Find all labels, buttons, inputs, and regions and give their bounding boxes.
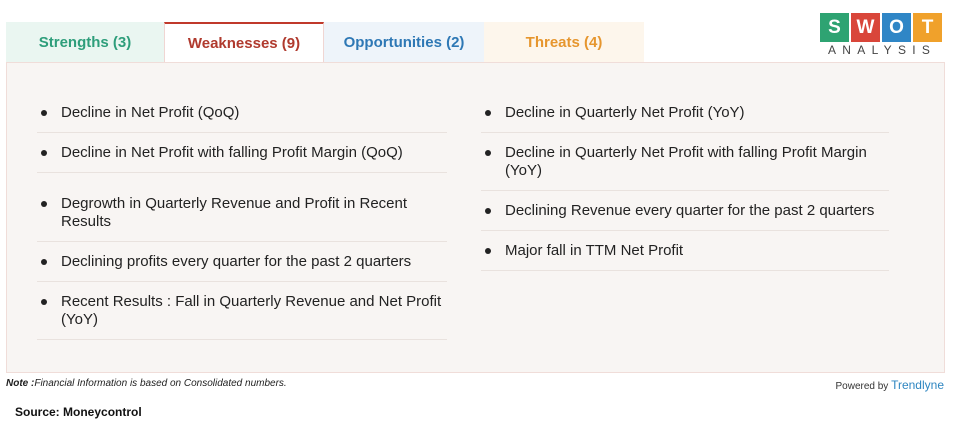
footnote: Note :Financial Information is based on … xyxy=(6,378,287,389)
note-text: Financial Information is based on Consol… xyxy=(34,378,287,389)
swot-analysis-logo: S W O T ANALYSIS xyxy=(820,13,944,57)
logo-subtitle: ANALYSIS xyxy=(828,43,937,57)
list-item: Declining profits every quarter for the … xyxy=(37,242,447,282)
tab-opportunities[interactable]: Opportunities (2) xyxy=(324,22,484,63)
list-item: Recent Results : Fall in Quarterly Reven… xyxy=(37,282,447,340)
tab-weaknesses[interactable]: Weaknesses (9) xyxy=(164,22,324,63)
list-item: Major fall in TTM Net Profit xyxy=(481,231,889,271)
weaknesses-panel: Decline in Net Profit (QoQ) Decline in N… xyxy=(6,62,945,373)
list-item: Degrowth in Quarterly Revenue and Profit… xyxy=(37,173,447,242)
logo-letter-s: S xyxy=(820,13,849,42)
list-item: Decline in Quarterly Net Profit (YoY) xyxy=(481,93,889,133)
logo-letters: S W O T xyxy=(820,13,944,42)
list-item: Decline in Net Profit with falling Profi… xyxy=(37,133,447,173)
note-label: Note : xyxy=(6,378,35,389)
trendlyne-link[interactable]: Trendlyne xyxy=(891,378,944,392)
weaknesses-right-column: Decline in Quarterly Net Profit (YoY) De… xyxy=(481,93,891,271)
tab-strengths[interactable]: Strengths (3) xyxy=(6,22,164,63)
source-caption: Source: Moneycontrol xyxy=(15,405,142,419)
logo-letter-w: W xyxy=(851,13,880,42)
powered-by-text: Powered by xyxy=(835,381,889,392)
list-item: Declining Revenue every quarter for the … xyxy=(481,191,889,231)
powered-by: Powered by Trendlyne xyxy=(835,378,944,392)
logo-letter-o: O xyxy=(882,13,911,42)
swot-tabs: Strengths (3) Weaknesses (9) Opportuniti… xyxy=(6,22,644,63)
list-item: Decline in Quarterly Net Profit with fal… xyxy=(481,133,889,191)
logo-letter-t: T xyxy=(913,13,942,42)
tab-threats[interactable]: Threats (4) xyxy=(484,22,644,63)
list-item: Decline in Net Profit (QoQ) xyxy=(37,93,447,133)
weaknesses-left-column: Decline in Net Profit (QoQ) Decline in N… xyxy=(37,93,447,340)
